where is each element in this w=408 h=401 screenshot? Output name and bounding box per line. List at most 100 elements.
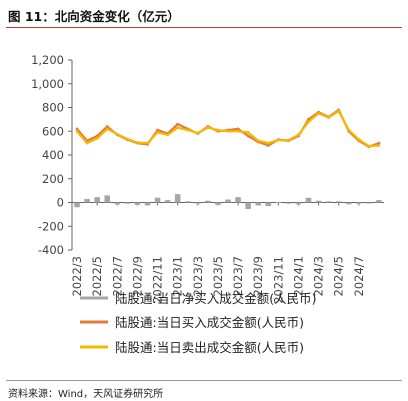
- y-tick-label: -200: [38, 219, 64, 233]
- y-tick-label: 800: [42, 101, 64, 115]
- net-buy-bar: [295, 202, 302, 205]
- y-tick-label: 600: [42, 124, 64, 138]
- data-point: [95, 136, 99, 140]
- net-buy-bar: [245, 202, 251, 210]
- data-point: [337, 109, 341, 113]
- net-buy-bar: [144, 202, 151, 206]
- net-buy-bar: [184, 201, 191, 203]
- data-point: [125, 137, 129, 141]
- data-point: [156, 131, 159, 134]
- data-point: [156, 128, 159, 132]
- legend-label: 陆股通:当日净买入成交金额(人民币): [115, 291, 316, 306]
- net-buy-bar: [335, 201, 342, 203]
- net-buy-bar: [275, 201, 282, 203]
- net-buy-bar: [205, 200, 211, 203]
- data-point: [256, 139, 260, 143]
- data-point: [317, 112, 320, 115]
- net-buy-bar: [164, 200, 171, 203]
- data-point: [286, 138, 290, 142]
- data-point: [136, 141, 139, 144]
- legend: 陆股通:当日净买入成交金额(人民币) 陆股通:当日买入成交金额(人民币) 陆股通:当…: [80, 291, 316, 355]
- data-point: [196, 131, 200, 135]
- net-buy-bar: [305, 197, 312, 203]
- data-point: [246, 134, 250, 138]
- y-tick-label: 400: [42, 148, 64, 162]
- net-buy-bar: [94, 197, 100, 203]
- sell-line: [76, 110, 380, 148]
- net-buy-bar: [265, 202, 272, 207]
- data-point: [186, 128, 190, 132]
- data-point: [327, 116, 331, 119]
- data-point: [307, 120, 310, 124]
- title-divider: [6, 27, 402, 28]
- net-buy-bar: [195, 202, 201, 204]
- data-point: [236, 129, 240, 133]
- data-point: [75, 127, 79, 131]
- net-buy-bar: [74, 202, 80, 208]
- net-buy-bar: [285, 202, 292, 204]
- y-tick-label: 1,000: [31, 77, 64, 91]
- net-buy-bar: [134, 202, 141, 205]
- net-buy-bar: [356, 202, 362, 204]
- data-point: [226, 129, 230, 133]
- data-point: [266, 141, 270, 145]
- x-tick-label: 2023/9: [251, 256, 265, 296]
- data-point: [377, 144, 381, 147]
- data-point: [357, 138, 361, 141]
- x-tick-label: 2024/5: [332, 256, 346, 296]
- data-point: [146, 141, 149, 145]
- legend-label: 陆股通:当日买入成交金额(人民币): [115, 315, 304, 330]
- net-buy-bar: [366, 202, 372, 204]
- data-point: [105, 125, 109, 128]
- x-tick-label: 2022/9: [130, 256, 144, 296]
- x-axis: 2022/3 2022/5 2022/7 2022/9 2022/11 2023/1 202…: [70, 202, 384, 304]
- x-tick-label: 2023/11: [271, 256, 285, 304]
- x-tick-label: 2022/11: [151, 256, 165, 304]
- y-axis: -400 -200 0 200 400 600 800 1,000 1,200: [31, 53, 73, 257]
- source-divider: [6, 380, 402, 381]
- x-tick-label: 2023/7: [231, 256, 245, 296]
- data-point: [266, 144, 270, 147]
- x-tick-label: 2022/7: [110, 256, 124, 296]
- y-tick-label: -400: [38, 243, 64, 257]
- net-buy-bar: [235, 197, 241, 203]
- net-buy-bar: [154, 197, 161, 203]
- x-tick-label: 2022/5: [90, 256, 104, 296]
- x-tick-label: 2024/7: [352, 256, 366, 296]
- net-buy-series: [74, 194, 382, 210]
- net-buy-bar: [215, 202, 221, 205]
- data-point: [176, 126, 180, 130]
- net-buy-bar: [225, 199, 231, 203]
- x-tick-label: 2024/1: [291, 256, 305, 296]
- chart-title: 图 11：北向资金变化（亿元）: [8, 9, 180, 24]
- y-tick-label: 1,200: [31, 53, 64, 67]
- source-note: 资料来源：Wind，天风证券研究所: [8, 389, 164, 400]
- data-point: [115, 132, 119, 136]
- net-buy-bar: [325, 201, 332, 203]
- data-point: [347, 128, 351, 132]
- net-buy-bar: [174, 194, 181, 203]
- data-point: [377, 141, 381, 145]
- data-point: [75, 129, 79, 133]
- sell-series: [75, 109, 381, 148]
- net-buy-bar: [346, 202, 352, 205]
- net-buy-bar: [124, 202, 131, 204]
- x-tick-label: 2023/1: [171, 256, 185, 296]
- y-tick-label: 0: [57, 196, 64, 210]
- legend-label: 陆股通:当日卖出成交金额(人民币): [115, 340, 304, 355]
- data-point: [276, 138, 280, 142]
- data-point: [105, 127, 109, 131]
- data-point: [236, 127, 240, 131]
- data-point: [166, 133, 170, 137]
- x-tick-label: 2024/3: [312, 256, 326, 296]
- net-buy-bar: [104, 195, 110, 203]
- net-buy-bar: [315, 200, 322, 203]
- data-point: [297, 133, 300, 137]
- data-point: [206, 126, 210, 130]
- y-tick-label: 200: [42, 172, 64, 186]
- net-buy-bar: [114, 202, 121, 205]
- x-tick-label: 2022/3: [70, 256, 84, 296]
- x-tick-label: 2023/5: [211, 256, 225, 296]
- net-buy-bar: [255, 202, 261, 206]
